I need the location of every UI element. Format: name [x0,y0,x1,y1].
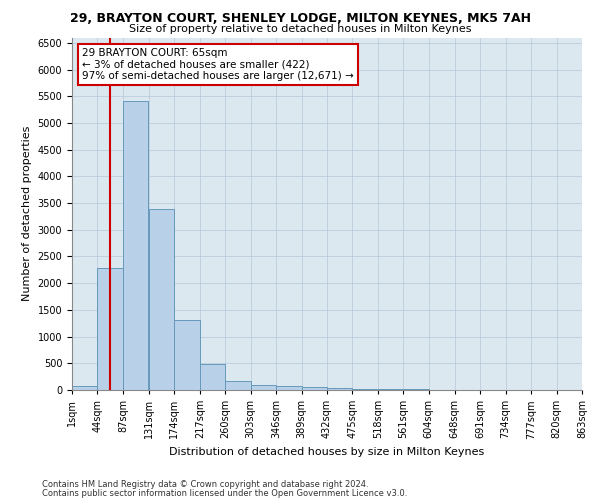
Text: 29, BRAYTON COURT, SHENLEY LODGE, MILTON KEYNES, MK5 7AH: 29, BRAYTON COURT, SHENLEY LODGE, MILTON… [70,12,530,26]
X-axis label: Distribution of detached houses by size in Milton Keynes: Distribution of detached houses by size … [169,447,485,457]
Y-axis label: Number of detached properties: Number of detached properties [22,126,32,302]
Bar [72,386,97,390]
Text: 29 BRAYTON COURT: 65sqm
← 3% of detached houses are smaller (422)
97% of semi-de: 29 BRAYTON COURT: 65sqm ← 3% of detached… [82,48,354,82]
Bar [327,388,352,390]
Bar [97,268,123,390]
Bar [251,385,276,390]
Bar [123,100,148,390]
Bar [352,389,378,390]
Bar [302,387,327,390]
Text: Size of property relative to detached houses in Milton Keynes: Size of property relative to detached ho… [129,24,471,34]
Bar [225,382,251,390]
Text: Contains public sector information licensed under the Open Government Licence v3: Contains public sector information licen… [42,488,407,498]
Bar [378,389,403,390]
Bar [175,320,200,390]
Text: Contains HM Land Registry data © Crown copyright and database right 2024.: Contains HM Land Registry data © Crown c… [42,480,368,489]
Bar [200,364,225,390]
Bar [276,386,302,390]
Bar [149,210,175,390]
